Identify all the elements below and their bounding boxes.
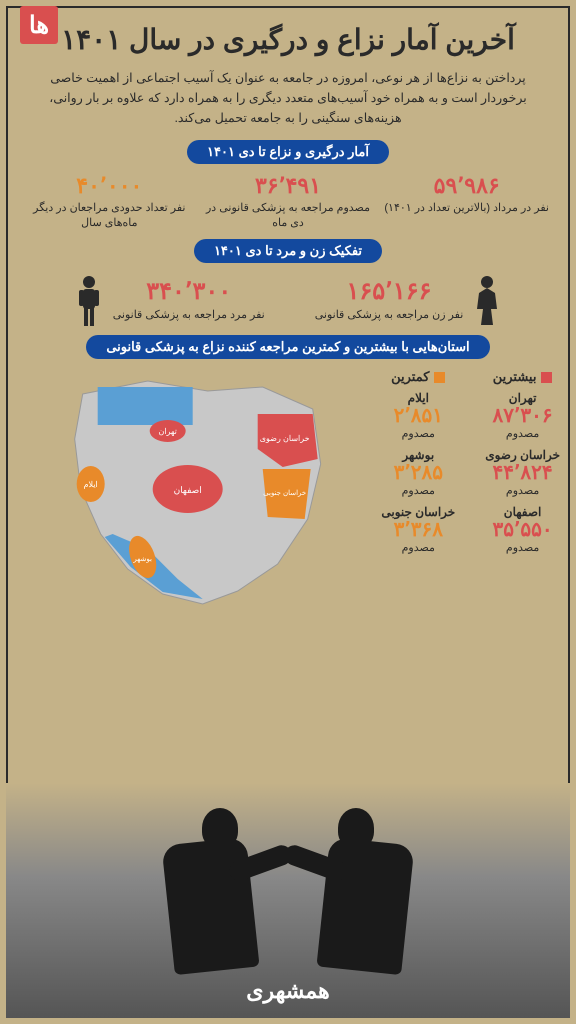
publisher-logo-icon: ها xyxy=(20,6,58,44)
publisher-name: همشهری xyxy=(246,978,329,1004)
map-label-khorasan-razavi: خراسان رضوی xyxy=(260,434,310,443)
fighters-silhouette xyxy=(98,798,478,978)
person-left-icon xyxy=(128,803,258,978)
map-label-bushehr: بوشهر xyxy=(132,556,152,563)
map-label-esfahan: اصفهان xyxy=(174,485,202,496)
iran-map: تهران خراسان رضوی خراسان جنوبی اصفهان ای… xyxy=(16,369,369,614)
bottom-illustration: همشهری xyxy=(6,783,570,1018)
person-right-icon xyxy=(318,803,448,978)
map-label-ilam: ایلام xyxy=(84,480,98,489)
map-label-tehran: تهران xyxy=(158,427,176,436)
map-svg: تهران خراسان رضوی خراسان جنوبی اصفهان ای… xyxy=(16,369,369,614)
map-label-khorasan-jonubi: خراسان جنوبی xyxy=(263,489,306,497)
